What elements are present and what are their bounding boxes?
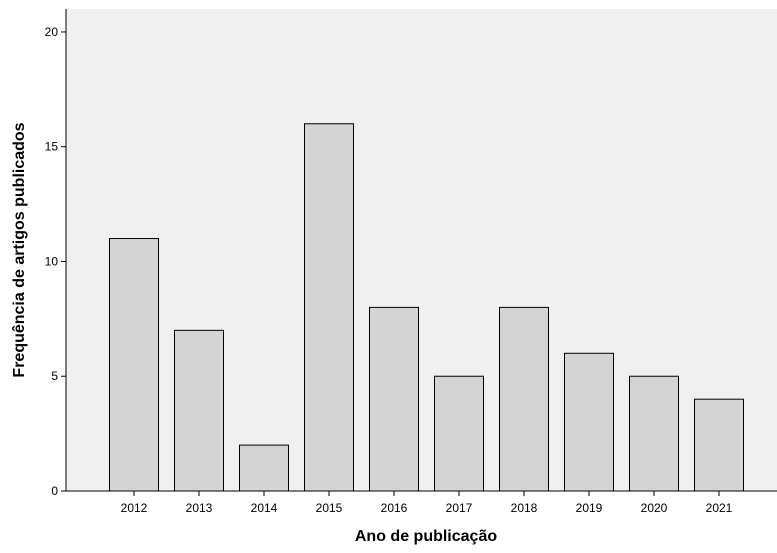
y-tick-label-15: 15 [45,140,59,154]
y-tick-label-10: 10 [45,254,59,268]
x-tick-label-2020: 2020 [641,501,668,515]
x-tick-label-2016: 2016 [381,501,408,515]
bar-2019 [564,352,614,492]
bar-2012 [109,238,159,492]
bar-2017 [434,375,484,492]
x-tick-label-2021: 2021 [706,501,733,515]
x-axis-label: Ano de publicação [355,528,497,545]
x-tick-label-2018: 2018 [511,501,538,515]
bars [109,123,744,492]
y-axis-label: Frequência de artigos publicados [11,122,28,377]
y-tick-label-20: 20 [45,25,59,39]
x-tick-label-2017: 2017 [446,501,473,515]
x-ticks: 2012 2013 2014 2015 2016 2017 2018 2019 2020 2021 [121,491,733,515]
x-tick-label-2019: 2019 [576,501,603,515]
y-tick-label-0: 0 [51,484,58,498]
x-tick-label-2014: 2014 [251,501,278,515]
bar-2015 [304,123,354,492]
x-tick-label-2015: 2015 [316,501,343,515]
bar-2021 [694,398,744,492]
bar-2014 [239,444,289,492]
x-tick-label-2013: 2013 [186,501,213,515]
bar-2016 [369,306,419,492]
y-ticks: 0 5 10 15 20 [45,25,66,498]
bar-2018 [499,306,549,492]
x-tick-label-2012: 2012 [121,501,148,515]
y-tick-label-5: 5 [51,369,58,383]
bar-2013 [174,329,224,492]
bar-2020 [629,375,679,492]
